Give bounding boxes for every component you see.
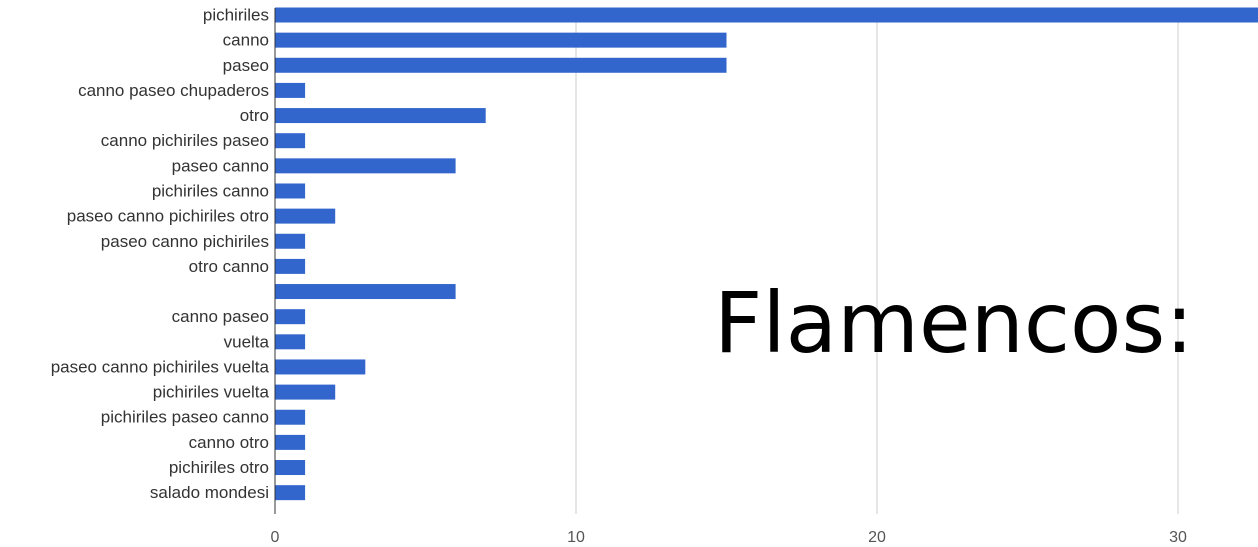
bar (275, 57, 727, 73)
bar (275, 309, 306, 325)
bar (275, 7, 1258, 23)
grid-lines (575, 8, 1179, 514)
category-label: canno paseo (172, 307, 269, 326)
bar (275, 460, 306, 476)
category-label: paseo (223, 56, 269, 75)
category-label: pichiriles vuelta (153, 383, 270, 402)
category-labels: pichiriles canno paseo canno paseo chupader… (51, 6, 270, 503)
bar (275, 208, 336, 224)
category-label: otro (240, 106, 269, 125)
bar (275, 334, 306, 350)
category-label: pichiriles paseo canno (101, 408, 269, 427)
x-axis-ticks: 0 10 20 30 (271, 529, 1187, 546)
category-label: pichiriles (203, 6, 269, 25)
bar (275, 32, 727, 48)
bar (275, 108, 486, 124)
bar (275, 233, 306, 249)
bar (275, 82, 306, 98)
bar (275, 359, 366, 375)
x-tick-label: 0 (271, 529, 280, 546)
x-tick-label: 20 (868, 529, 886, 546)
chart-title: Flamencos: (714, 274, 1194, 372)
category-label: otro canno (189, 257, 269, 276)
category-label: pichiriles canno (152, 181, 269, 200)
bar (275, 183, 306, 199)
bar (275, 485, 306, 501)
bar (275, 133, 306, 149)
category-label: canno otro (189, 433, 269, 452)
category-label: paseo canno pichiriles (101, 232, 269, 251)
category-label: pichiriles otro (169, 458, 269, 477)
bars (275, 7, 1258, 501)
category-label: paseo canno pichiriles vuelta (51, 357, 270, 376)
bar (275, 384, 336, 400)
bar (275, 284, 456, 300)
category-label: vuelta (224, 332, 270, 351)
bar (275, 409, 306, 425)
category-label: canno pichiriles paseo (101, 131, 269, 150)
category-label: paseo canno pichiriles otro (67, 207, 269, 226)
bar (275, 434, 306, 450)
bar (275, 258, 306, 274)
x-tick-label: 10 (567, 529, 585, 546)
category-label: canno paseo chupaderos (78, 81, 269, 100)
x-tick-label: 30 (1169, 529, 1187, 546)
category-label: paseo canno (172, 156, 269, 175)
category-label: canno (223, 31, 269, 50)
category-label: salado mondesi (150, 483, 269, 502)
bar (275, 158, 456, 174)
